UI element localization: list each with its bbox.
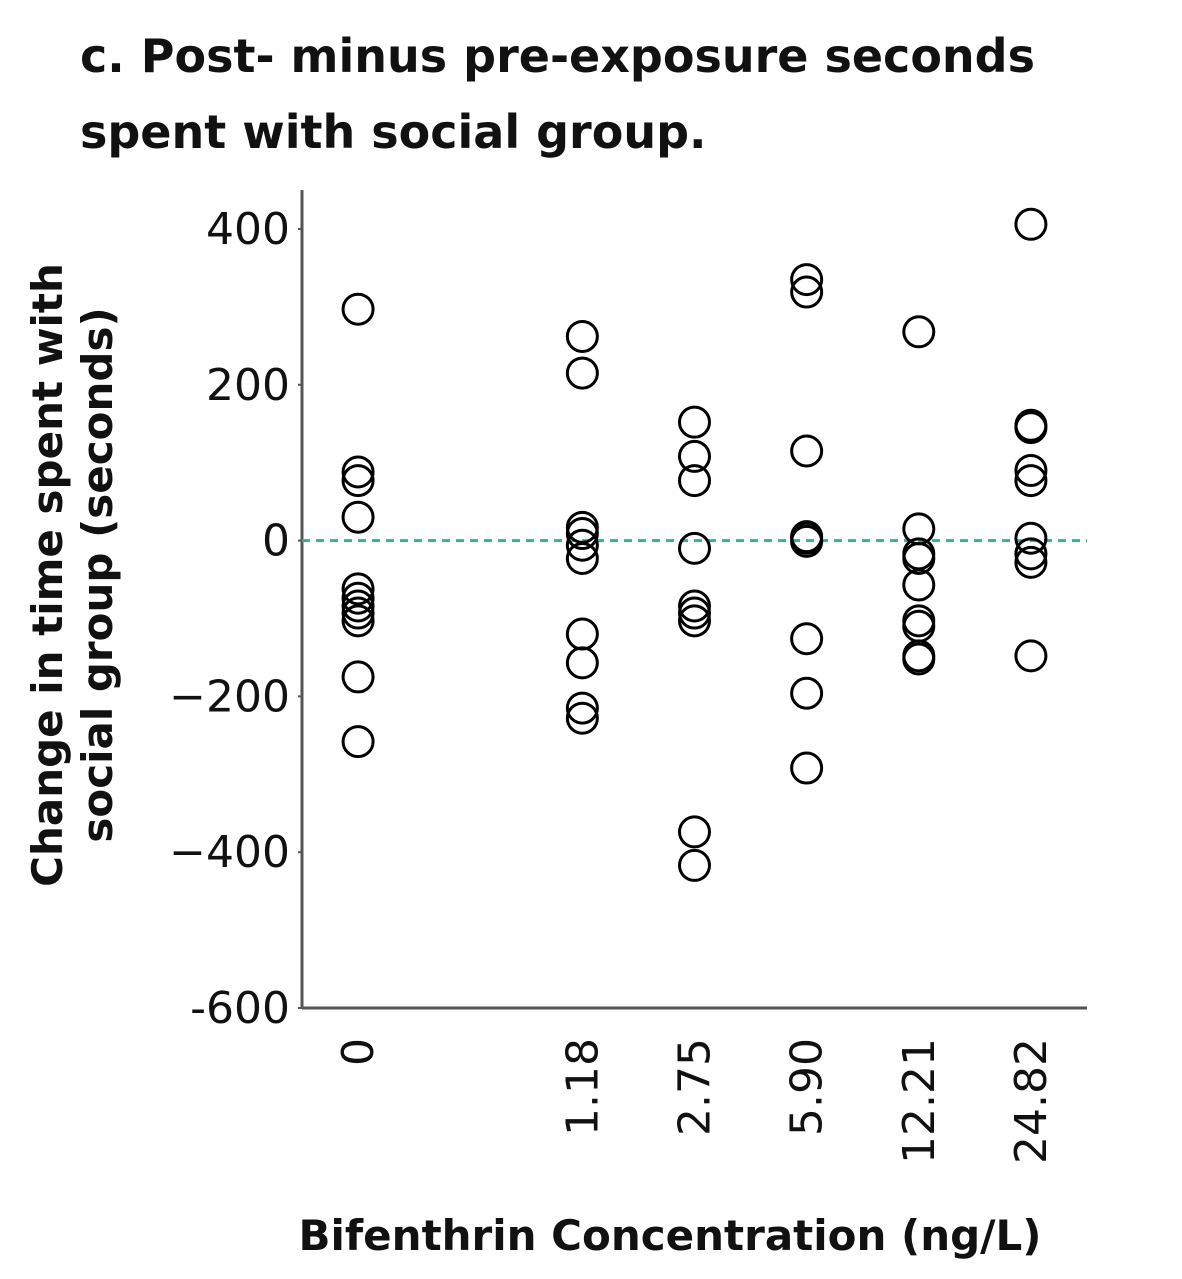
y-axis-label: social group (seconds) [73, 307, 122, 842]
y-tick-label: 0 [262, 516, 290, 567]
point [1014, 639, 1048, 673]
point [1014, 408, 1048, 442]
point [341, 596, 375, 630]
x-tick-label: 12.21 [894, 1038, 945, 1164]
point [341, 589, 375, 623]
chart-title: spent with social group. [80, 105, 706, 159]
point [1014, 207, 1048, 241]
point [790, 751, 824, 785]
point [341, 660, 375, 694]
point [341, 572, 375, 606]
y-tick-label: 200 [206, 360, 290, 411]
point [678, 589, 711, 623]
chart-title: c. Post- minus pre-exposure seconds [80, 29, 1035, 83]
point [678, 815, 711, 849]
point [678, 596, 711, 630]
x-tick-label: 5.90 [782, 1038, 833, 1136]
point [790, 622, 824, 656]
point [565, 701, 599, 735]
point [1014, 411, 1048, 445]
point [565, 646, 599, 680]
point [341, 292, 375, 326]
x-axis-label: Bifenthrin Concentration (ng/L) [299, 1211, 1042, 1260]
point [565, 691, 599, 725]
point [341, 500, 375, 534]
y-axis-label: Change in time spent with [23, 263, 72, 887]
point [678, 604, 711, 638]
point [902, 315, 936, 349]
point [678, 405, 711, 439]
y-tick-label: -600 [190, 983, 290, 1034]
point [1014, 453, 1048, 487]
point [678, 531, 711, 565]
point [790, 263, 824, 297]
point [790, 275, 824, 309]
point [678, 464, 711, 498]
point [790, 524, 824, 558]
x-tick-label: 1.18 [557, 1038, 608, 1136]
point [790, 434, 824, 468]
point [902, 642, 936, 676]
point [1014, 464, 1048, 498]
point [678, 848, 711, 882]
point [565, 510, 599, 544]
point [341, 464, 375, 498]
point [1014, 537, 1048, 571]
point [678, 439, 711, 473]
y-tick-label: 400 [206, 204, 290, 255]
point [565, 617, 599, 651]
point [341, 604, 375, 638]
point [1014, 521, 1048, 555]
point [790, 676, 824, 710]
point [902, 541, 936, 575]
point [565, 319, 599, 353]
point [341, 455, 375, 489]
x-tick-label: 0 [333, 1038, 384, 1066]
point [902, 568, 936, 602]
x-tick-label: 24.82 [1006, 1038, 1057, 1164]
y-tick-label: −400 [169, 827, 290, 878]
y-tick-label: −200 [169, 671, 290, 722]
point [565, 528, 599, 562]
point [565, 517, 599, 551]
point [341, 725, 375, 759]
point [341, 581, 375, 615]
point [565, 541, 599, 575]
point [1014, 545, 1048, 579]
point [565, 356, 599, 390]
x-tick-label: 2.75 [670, 1038, 721, 1136]
